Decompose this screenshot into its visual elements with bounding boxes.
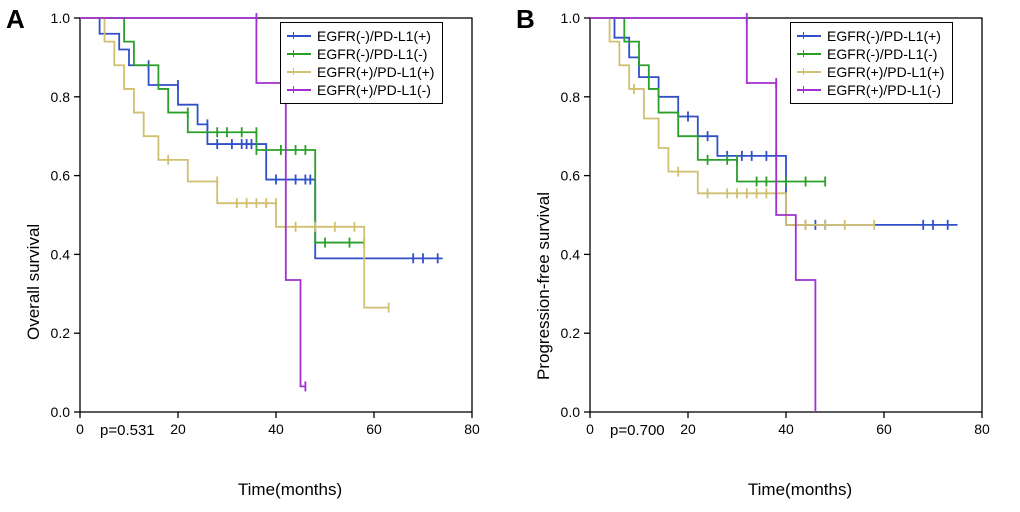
panel-a: A Overall survival 0 20 40 60 80 0.0 0.2 0.4 0.6…	[0, 0, 510, 512]
panel-a-ylabel: Overall survival	[24, 224, 44, 340]
svg-text:80: 80	[464, 421, 480, 437]
svg-text:0.6: 0.6	[51, 168, 71, 184]
legend-label: EGFR(+)/PD-L1(+)	[827, 64, 944, 80]
legend-label: EGFR(-)/PD-L1(-)	[317, 46, 427, 62]
legend-label: EGFR(-)/PD-L1(+)	[317, 28, 431, 44]
legend-row: EGFR(-)/PD-L1(+)	[797, 27, 944, 45]
legend-label: EGFR(+)/PD-L1(-)	[827, 82, 941, 98]
legend-row: EGFR(-)/PD-L1(+)	[287, 27, 434, 45]
svg-text:80: 80	[974, 421, 990, 437]
svg-text:20: 20	[170, 421, 186, 437]
svg-text:0: 0	[586, 421, 594, 437]
panel-a-xlabel: Time(months)	[160, 480, 420, 500]
svg-text:20: 20	[680, 421, 696, 437]
panel-a-label: A	[6, 4, 25, 35]
panel-b-pvalue: p=0.700	[610, 422, 665, 439]
svg-text:0.8: 0.8	[51, 89, 71, 105]
panel-b-ylabel: Progression-free survival	[534, 192, 554, 380]
legend-label: EGFR(+)/PD-L1(+)	[317, 64, 434, 80]
panel-a-legend: EGFR(-)/PD-L1(+) EGFR(-)/PD-L1(-) EGFR(+)/…	[280, 22, 443, 104]
figure: A Overall survival 0 20 40 60 80 0.0 0.2 0.4 0.6…	[0, 0, 1020, 512]
svg-text:0: 0	[76, 421, 84, 437]
svg-text:60: 60	[876, 421, 892, 437]
svg-text:0.6: 0.6	[561, 168, 581, 184]
legend-row: EGFR(+)/PD-L1(+)	[287, 63, 434, 81]
panel-b: B Progression-free survival 0 20 40 60 80 0.0…	[510, 0, 1020, 512]
legend-row: EGFR(-)/PD-L1(-)	[287, 45, 434, 63]
svg-text:40: 40	[268, 421, 284, 437]
svg-text:0.0: 0.0	[51, 404, 71, 420]
svg-text:1.0: 1.0	[561, 10, 581, 26]
legend-row: EGFR(+)/PD-L1(-)	[797, 81, 944, 99]
legend-label: EGFR(-)/PD-L1(-)	[827, 46, 937, 62]
svg-text:0.4: 0.4	[561, 246, 581, 262]
panel-a-pvalue: p=0.531	[100, 422, 155, 439]
svg-text:0.8: 0.8	[561, 89, 581, 105]
svg-text:0.2: 0.2	[561, 325, 581, 341]
legend-label: EGFR(-)/PD-L1(+)	[827, 28, 941, 44]
svg-text:40: 40	[778, 421, 794, 437]
svg-text:0.2: 0.2	[51, 325, 71, 341]
panel-b-xlabel: Time(months)	[670, 480, 930, 500]
svg-text:1.0: 1.0	[51, 10, 71, 26]
legend-row: EGFR(+)/PD-L1(+)	[797, 63, 944, 81]
panel-b-legend: EGFR(-)/PD-L1(+) EGFR(-)/PD-L1(-) EGFR(+)/…	[790, 22, 953, 104]
legend-label: EGFR(+)/PD-L1(-)	[317, 82, 431, 98]
legend-row: EGFR(-)/PD-L1(-)	[797, 45, 944, 63]
svg-text:60: 60	[366, 421, 382, 437]
svg-text:0.0: 0.0	[561, 404, 581, 420]
panel-b-label: B	[516, 4, 535, 35]
legend-row: EGFR(+)/PD-L1(-)	[287, 81, 434, 99]
svg-text:0.4: 0.4	[51, 246, 71, 262]
